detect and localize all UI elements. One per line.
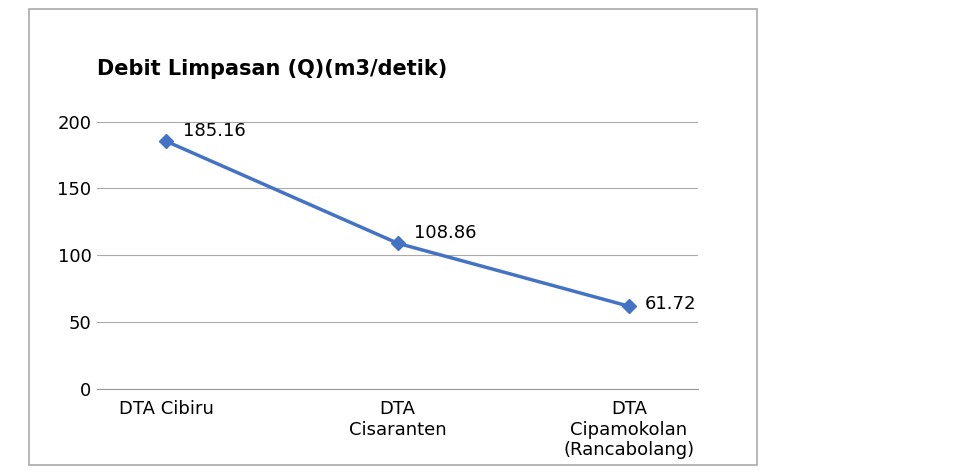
Text: Debit Limpasan (Q)(m3/detik): Debit Limpasan (Q)(m3/detik): [97, 59, 447, 79]
Text: 61.72: 61.72: [644, 295, 696, 313]
Text: 108.86: 108.86: [414, 224, 476, 242]
Text: 185.16: 185.16: [182, 122, 245, 140]
